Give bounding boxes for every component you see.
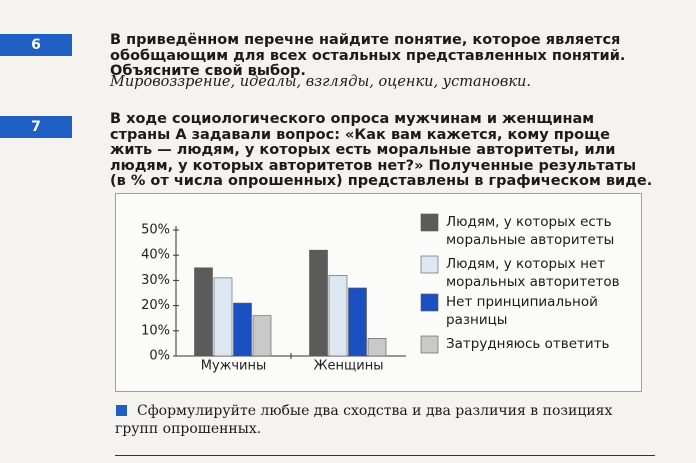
- bar: [309, 249, 328, 357]
- chart: 0% 10% 20% 30% 40% 50% Мужчины Женщины: [141, 213, 439, 374]
- bullet: [116, 405, 127, 416]
- legend-label: Нет принципиальной разницы: [446, 294, 598, 328]
- bar: [367, 338, 387, 357]
- y-tick-label: 30%: [141, 273, 170, 288]
- bar: [213, 277, 233, 357]
- task-number: 6: [0, 34, 72, 56]
- legend-label: Людям, у которых есть моральные авторите…: [446, 214, 615, 248]
- bar: [233, 302, 252, 357]
- y-tick-label: 20%: [141, 298, 170, 313]
- task-list: Мировоззрение, идеалы, взгляды, оценки, …: [110, 74, 531, 90]
- legend-swatch: [420, 213, 439, 232]
- question: Сформулируйте любые два сходства и два р…: [115, 403, 613, 437]
- legend-label: Затрудняюсь ответить: [446, 336, 610, 352]
- bar: [328, 275, 348, 357]
- x-tick-label: Мужчины: [201, 359, 267, 374]
- chart-box: 0% 10% 20% 30% 40% 50% Мужчины Женщины Людям, у…: [115, 193, 642, 392]
- y-tick-label: 50%: [141, 223, 170, 238]
- legend-label: Людям, у которых нет моральных авторитет…: [446, 256, 620, 290]
- task-text: В приведённом перечне найдите понятие, к…: [110, 32, 626, 79]
- y-tick-label: 0%: [149, 349, 170, 364]
- x-tick-label: Женщины: [314, 359, 384, 374]
- legend-swatch: [420, 335, 439, 354]
- bar: [348, 287, 367, 357]
- legend-swatch: [420, 255, 439, 274]
- y-tick-label: 10%: [141, 323, 170, 338]
- bar: [252, 315, 272, 357]
- legend-swatch: [420, 293, 439, 312]
- answer-line: [115, 455, 655, 456]
- y-tick-label: 40%: [141, 248, 170, 263]
- task-number: 7: [0, 116, 72, 138]
- bar: [194, 267, 213, 357]
- task-text: В ходе социологического опроса мужчинам …: [110, 111, 653, 189]
